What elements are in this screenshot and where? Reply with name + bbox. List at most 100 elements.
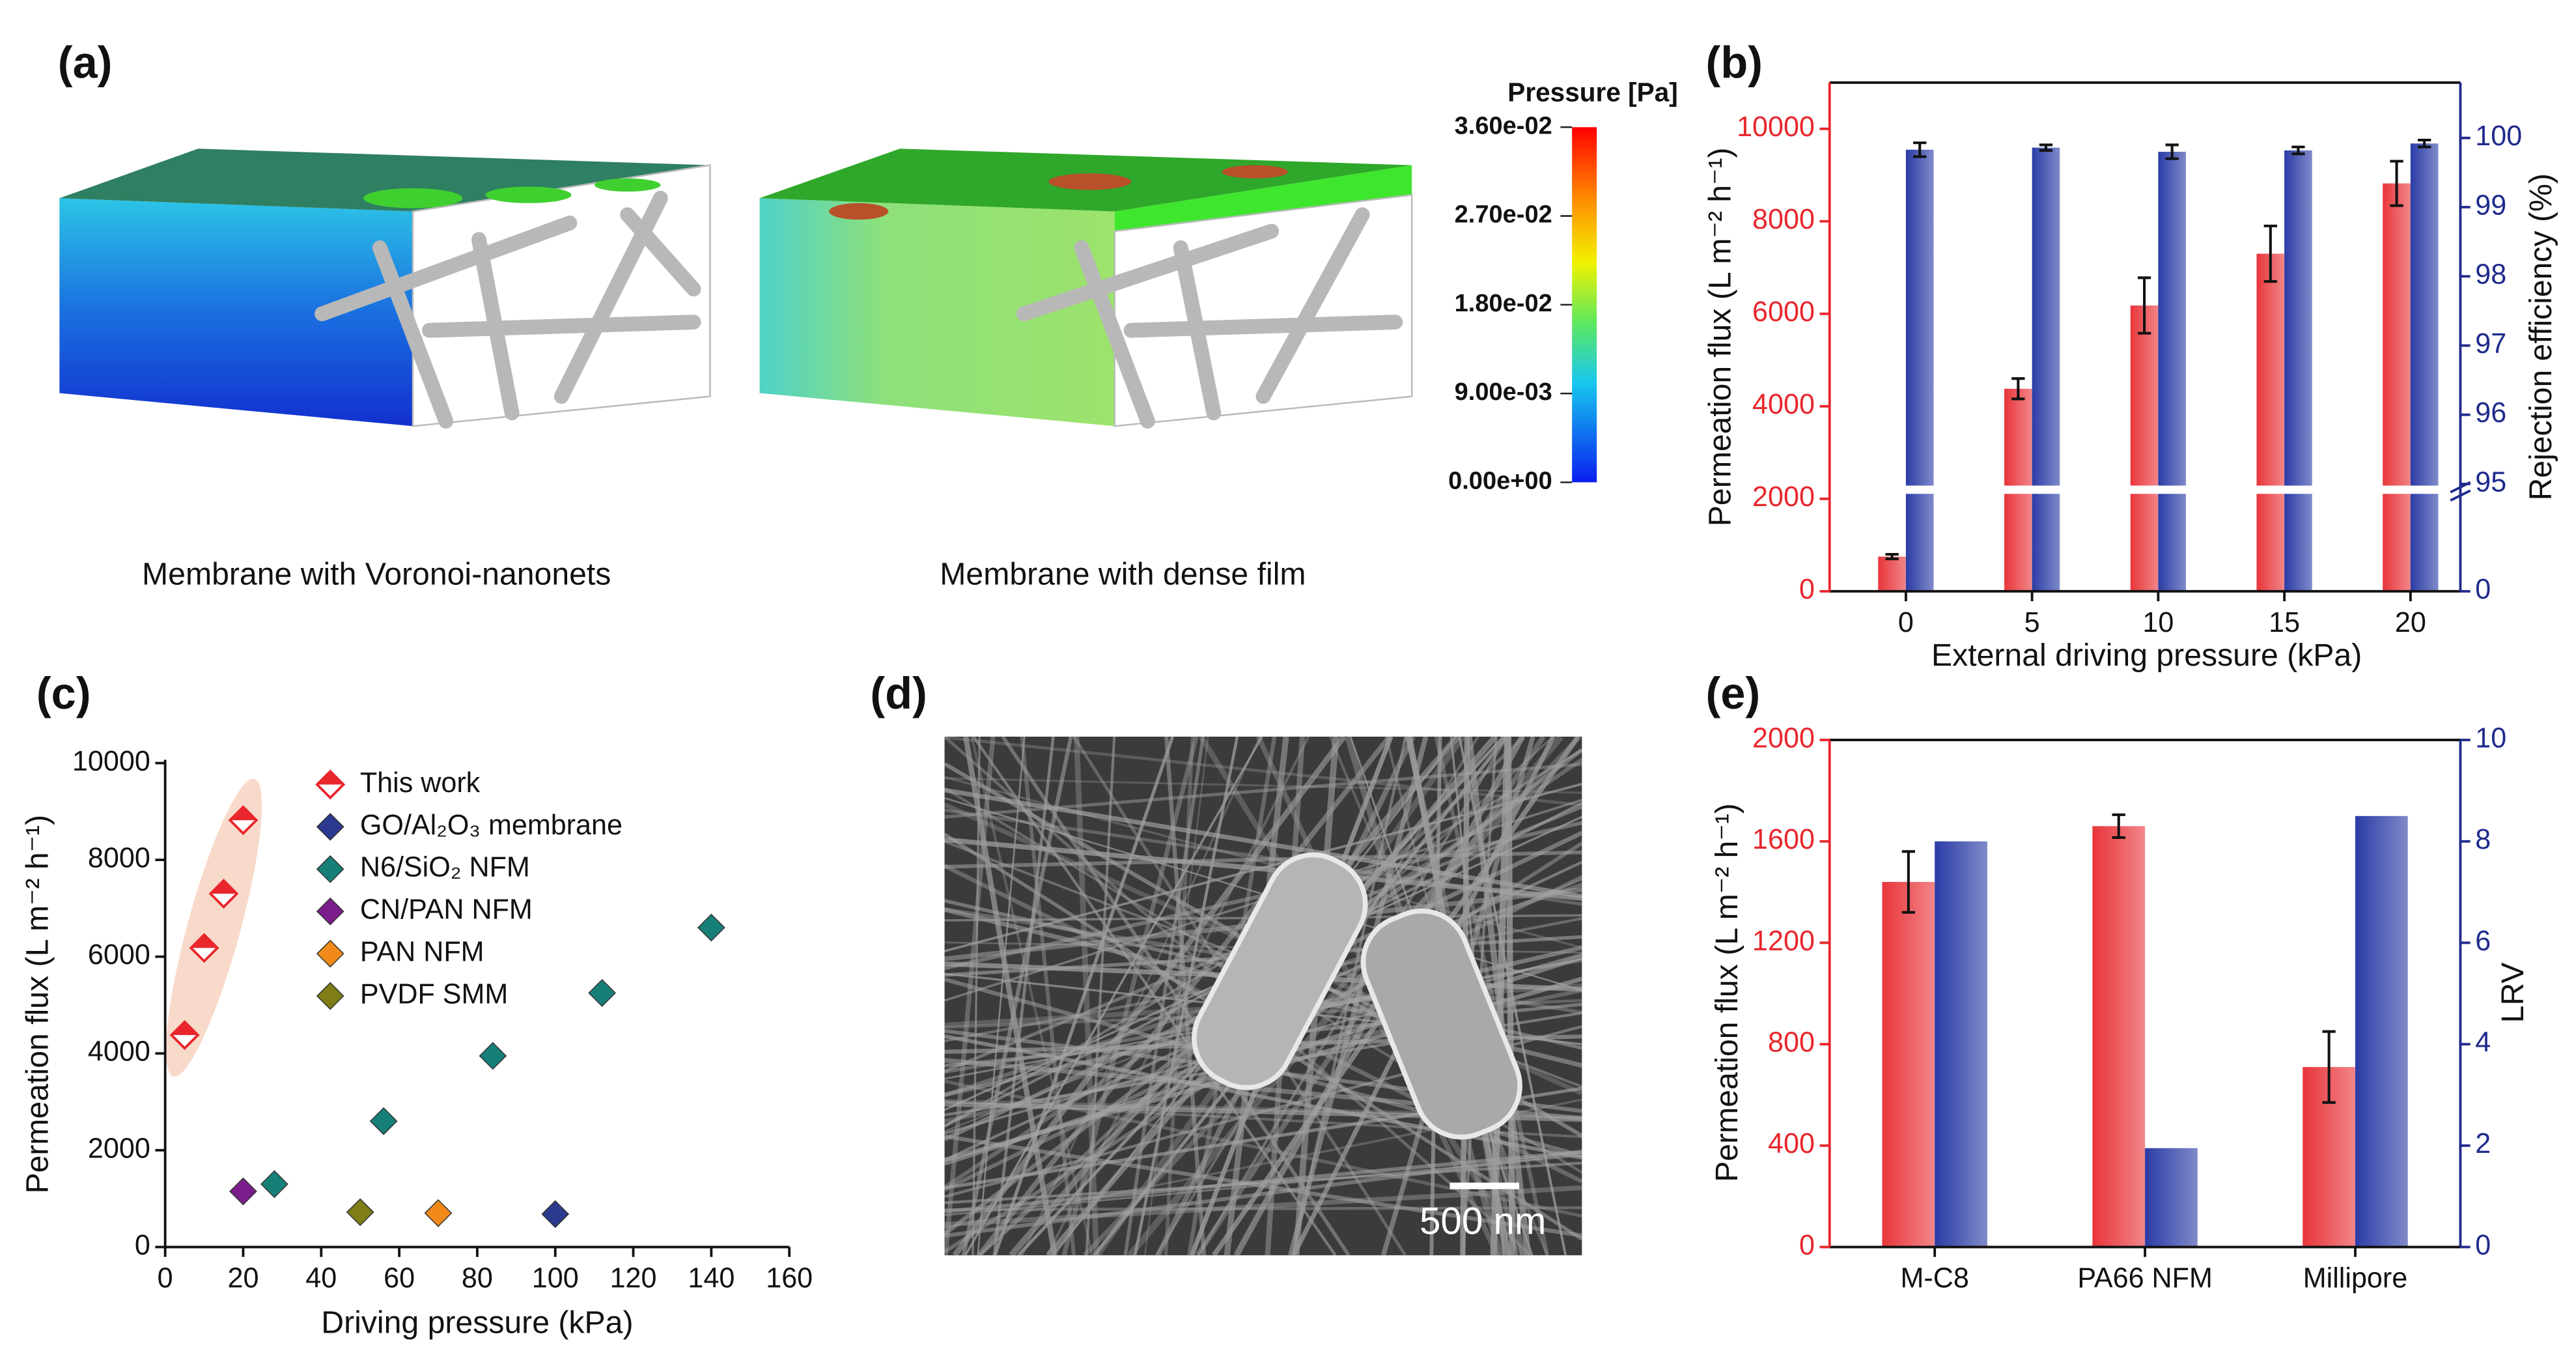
point [260,1170,288,1198]
sem-fiber [944,736,1582,807]
error-bar [1913,141,1927,158]
bar [1935,841,1987,1247]
legend-label: N6/SiO₂ NFM [360,852,530,883]
marker-fill [210,880,237,894]
bar [1878,556,1906,591]
y-axis-label: Permeation flux (L m⁻² h⁻¹) [1709,803,1744,1182]
legend-label: CN/PAN NFM [360,894,533,926]
x-tick-label: 120 [610,1263,657,1294]
marker-fill [369,1107,398,1135]
side-face [1113,193,1413,427]
legend-marker [315,769,346,800]
bar [2383,183,2411,591]
marker-fill [230,806,257,821]
y-tick-label: 8000 [88,843,150,874]
panel-label: (d) [870,668,927,718]
bacterium [1360,908,1522,1140]
error-bar [2418,138,2431,149]
y2-tick-label: 0 [2475,1230,2491,1261]
sem-fiber [944,1134,1582,1238]
sem-fiber [1291,736,1407,1256]
legend-marker [316,813,344,841]
point [541,1200,570,1228]
y2-tick-label: 96 [2475,397,2506,429]
marker-fill [171,1021,198,1036]
point [479,1041,507,1070]
legend-marker [316,855,344,883]
y-tick-label: 400 [1768,1128,1815,1159]
x-tick-label: 160 [766,1263,813,1294]
y-tick-label: 6000 [1752,296,1815,328]
x-axis-label: External driving pressure (kPa) [1931,638,2362,673]
top-face [59,149,710,212]
legend-marker [316,897,344,926]
marker-fill [346,1198,374,1226]
sem-fiber [1046,736,1310,1256]
sem-fiber [952,736,1347,1256]
marker-fill [424,1199,453,1227]
point [424,1199,453,1227]
sem-fiber [944,808,1582,906]
colorbar-tick-label: 2.70e-02 [1455,201,1552,229]
sem-fiber [944,850,1582,869]
point [228,805,259,836]
bar [2284,150,2312,591]
error-bar [1885,552,1899,561]
x-tick-label: 10 [2142,607,2174,638]
marker-fill [588,979,616,1007]
y-tick-label: 800 [1768,1027,1815,1058]
y2-tick-label: 97 [2475,328,2506,360]
sem-fiber [1020,736,1076,1256]
marker-fill [316,813,344,841]
front-face [59,198,413,427]
y-tick-label: 6000 [88,939,150,970]
error-bar [2011,377,2025,401]
y2-tick-label: 98 [2475,259,2506,290]
caption: Membrane with dense film [940,557,1306,592]
y-tick-label: 10000 [72,746,150,777]
film-edge [1114,165,1412,232]
bar [2410,143,2439,591]
error-bar [2165,143,2179,160]
render-dense [759,149,1413,429]
x-tick-label: 100 [532,1263,579,1294]
highlight-ellipse [165,778,262,1077]
y-tick-label: 0 [1799,574,1815,605]
y2-tick-label: 100 [2475,120,2522,152]
bacterium [1192,852,1368,1090]
error-bar [2291,145,2305,156]
x-tick-label: 0 [1898,607,1914,638]
x-tick-label: 140 [688,1263,735,1294]
x-tick-label: 20 [2395,607,2426,638]
legend-marker [316,939,344,968]
marker-fill [479,1041,507,1070]
marker-fill [229,1177,257,1206]
bar [1905,149,1934,591]
point [229,1177,257,1206]
panel-label: (c) [36,668,91,718]
point [169,1020,200,1051]
legend-label: PAN NFM [360,937,484,968]
sem-fiber [944,1161,1582,1204]
y-tick-label: 1600 [1752,824,1815,855]
error-bar [2112,813,2125,839]
y-tick-label: 1200 [1752,926,1815,957]
sem-fiber [977,736,1026,1256]
colorbar-tick-label: 9.00e-03 [1455,378,1552,406]
panel-label: (a) [58,38,113,88]
y-tick-label: 4000 [88,1036,150,1068]
sem-fiber [1083,736,1582,1256]
marker-fill [316,897,344,926]
panel-label: (b) [1706,38,1763,88]
y-axis-label: Permeation flux (L m⁻² h⁻¹) [1703,147,1738,526]
y2-tick-label: 8 [2475,824,2491,855]
x-tick-label: Millipore [2303,1263,2407,1294]
point [189,933,219,963]
marker-fill [260,1170,288,1198]
pressure-spots [829,165,1288,220]
y2-tick-label: 95 [2475,466,2506,498]
panel-label: (e) [1706,668,1761,718]
marker-fill [541,1200,570,1228]
bar [2158,152,2187,591]
sem-fiber [1073,736,1099,1256]
